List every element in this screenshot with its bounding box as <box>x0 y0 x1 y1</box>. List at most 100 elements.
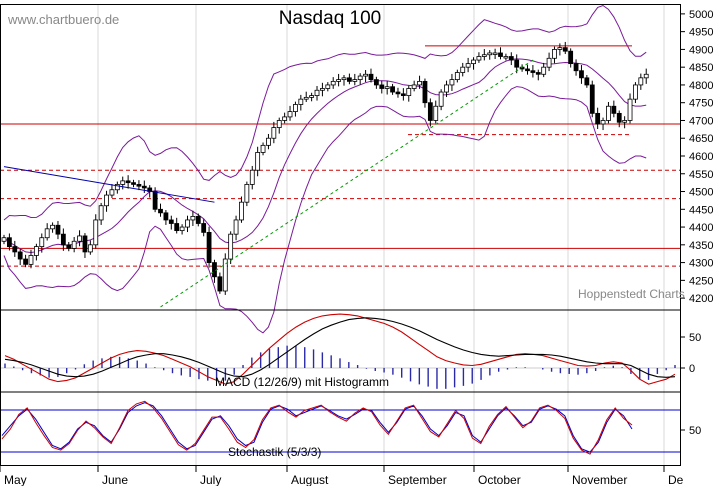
candle <box>373 79 379 86</box>
candle <box>616 112 622 123</box>
candle <box>460 66 466 73</box>
candle <box>82 235 88 253</box>
candle <box>309 95 315 98</box>
stochastic-label: Stochastik (5/3/3) <box>228 445 321 459</box>
candlesticks <box>1 41 649 295</box>
y-tick-label: 5000 <box>689 9 713 21</box>
candle <box>552 49 557 59</box>
candle <box>622 120 628 123</box>
trendline <box>3 166 215 203</box>
candle <box>217 276 223 292</box>
candle <box>541 66 547 75</box>
candle <box>1 237 7 242</box>
plot-frame <box>0 4 681 466</box>
band-line <box>3 58 647 254</box>
y-tick-label: 4800 <box>689 80 713 92</box>
macd-line <box>4 317 676 378</box>
candle <box>492 52 498 55</box>
credit-label: Hoppenstedt Charts <box>578 287 685 301</box>
candle <box>195 215 201 224</box>
candle <box>363 73 368 77</box>
candle <box>557 47 563 50</box>
candle <box>12 246 18 253</box>
y-tick-label: 4550 <box>689 169 713 181</box>
candle <box>390 86 395 93</box>
candle <box>50 224 55 230</box>
candle <box>417 80 422 86</box>
candle <box>233 219 239 235</box>
y-tick-label: 4950 <box>689 27 713 39</box>
candle <box>449 79 455 86</box>
x-tick-label: De <box>668 473 684 486</box>
candle <box>400 93 406 97</box>
candle <box>87 244 93 253</box>
candle <box>330 80 336 86</box>
watermark: www.chartbuero.de <box>7 12 119 27</box>
candle <box>158 208 163 214</box>
candle <box>530 70 536 73</box>
y-tick-label: 0 <box>689 363 695 375</box>
candle <box>476 56 482 61</box>
candle <box>595 112 601 125</box>
candle <box>260 144 266 153</box>
candle <box>293 104 298 112</box>
candle <box>287 111 293 118</box>
candle <box>131 182 136 185</box>
candle <box>266 137 271 146</box>
candle <box>568 50 574 65</box>
candle <box>633 84 638 100</box>
x-tick-label: August <box>291 473 329 486</box>
candle <box>71 240 77 249</box>
candle <box>487 52 493 56</box>
candle <box>244 184 250 203</box>
candle <box>136 184 142 187</box>
candle <box>411 84 417 89</box>
y-tick-label: 4700 <box>689 115 713 127</box>
candle <box>357 75 363 81</box>
candle <box>239 201 244 221</box>
candle <box>174 223 180 232</box>
candle <box>66 244 72 249</box>
candle <box>152 191 158 210</box>
labels: www.chartbuero.de Nasdaq 100 Hoppenstedt… <box>7 8 685 459</box>
candle <box>109 189 115 196</box>
candle <box>606 105 611 121</box>
candle <box>44 228 50 239</box>
candle <box>341 77 347 81</box>
candle <box>168 219 174 224</box>
x-tick-label: October <box>478 473 521 486</box>
candle <box>422 80 428 104</box>
candle <box>384 86 390 89</box>
candle <box>627 98 633 121</box>
candle <box>303 96 309 100</box>
candle <box>368 73 374 81</box>
candle <box>379 84 385 89</box>
band-line <box>3 4 647 221</box>
candle <box>271 127 277 139</box>
candle <box>298 98 304 105</box>
candle <box>346 77 352 82</box>
stochastic-panel <box>0 400 680 455</box>
candle <box>643 73 649 79</box>
candle <box>39 237 45 248</box>
candle <box>406 88 412 96</box>
chart-title: Nasdaq 100 <box>279 8 381 29</box>
candle <box>28 255 34 265</box>
candle <box>320 88 325 91</box>
candle <box>514 59 520 68</box>
candle <box>503 56 509 59</box>
y-tick-label: 50 <box>689 332 701 344</box>
x-tick-label: September <box>388 473 447 486</box>
candle <box>352 79 358 82</box>
candle <box>55 224 61 235</box>
candle <box>584 77 590 86</box>
macd-line <box>4 313 676 385</box>
candle <box>325 84 331 89</box>
trendlines <box>3 59 534 308</box>
candle <box>611 105 617 114</box>
candle <box>471 59 476 65</box>
candle <box>600 120 606 125</box>
candle <box>23 258 28 265</box>
y-tick-label: 4500 <box>689 187 713 199</box>
candle <box>33 246 39 256</box>
